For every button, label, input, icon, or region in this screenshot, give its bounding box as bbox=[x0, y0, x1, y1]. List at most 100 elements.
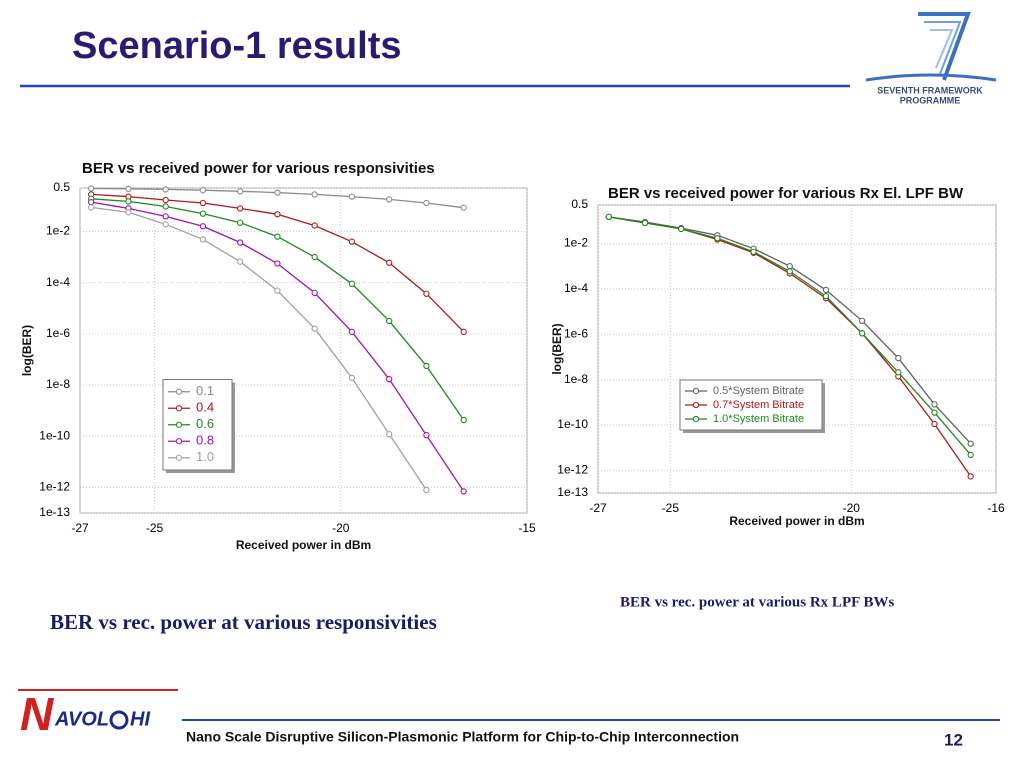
data-point bbox=[858, 317, 866, 324]
data-point bbox=[822, 292, 830, 300]
data-point bbox=[423, 199, 430, 207]
y-tick-label: 1e-4 bbox=[564, 281, 588, 295]
legend-marker bbox=[692, 415, 700, 423]
legend-label: 1.0*System Bitrate bbox=[713, 413, 804, 425]
data-point bbox=[311, 222, 318, 229]
legend-label: 0.8 bbox=[196, 433, 214, 448]
legend-marker bbox=[175, 405, 183, 412]
legend-marker bbox=[175, 454, 183, 461]
data-point bbox=[311, 289, 318, 297]
data-point bbox=[895, 369, 902, 376]
fp7-logo: SEVENTH FRAMEWORK PROGRAMME bbox=[865, 12, 997, 105]
logo-initial: N bbox=[20, 688, 54, 740]
y-tick-label: 0.5 bbox=[53, 180, 70, 194]
data-point bbox=[162, 186, 169, 193]
legend-marker bbox=[692, 387, 700, 395]
legend-marker bbox=[175, 388, 183, 395]
data-point bbox=[199, 223, 207, 230]
legend-label: 1.0 bbox=[196, 449, 214, 464]
data-point bbox=[423, 362, 430, 370]
data-point bbox=[88, 198, 95, 206]
logo-text: AVOL bbox=[54, 708, 109, 730]
x-tick-label: -20 bbox=[843, 501, 861, 515]
data-point bbox=[311, 325, 318, 332]
legend-label: 0.1 bbox=[196, 383, 214, 398]
data-point bbox=[750, 248, 757, 255]
data-point bbox=[386, 196, 393, 203]
data-point bbox=[274, 287, 281, 294]
data-point bbox=[237, 239, 244, 246]
caption: BER vs rec. power at various Rx LPF BWs bbox=[620, 594, 894, 610]
data-point bbox=[348, 374, 356, 382]
data-point bbox=[386, 259, 393, 266]
data-point bbox=[199, 210, 207, 217]
data-point bbox=[311, 191, 318, 198]
y-tick-label: 1e-12 bbox=[557, 462, 588, 476]
data-point bbox=[237, 258, 244, 265]
plot-area bbox=[597, 204, 997, 494]
data-point bbox=[460, 328, 467, 335]
data-point bbox=[237, 205, 244, 212]
legend-marker bbox=[175, 421, 183, 428]
data-point bbox=[967, 451, 974, 459]
y-tick-label: 1e-13 bbox=[39, 505, 70, 519]
chart: BER vs received power for various respon… bbox=[20, 160, 536, 552]
data-point bbox=[460, 204, 467, 211]
y-tick-label: 0.5 bbox=[571, 197, 588, 211]
y-tick-label: 1e-10 bbox=[39, 428, 70, 442]
data-point bbox=[348, 193, 356, 200]
caption: BER vs rec. power at various responsivit… bbox=[50, 610, 437, 634]
y-tick-label: 1e-6 bbox=[46, 326, 70, 340]
x-tick-label: -15 bbox=[518, 521, 536, 535]
y-tick-label: 1e-8 bbox=[46, 377, 70, 391]
x-tick-label: -25 bbox=[146, 521, 164, 535]
data-point bbox=[931, 420, 938, 428]
data-point bbox=[162, 221, 169, 228]
x-tick-label: -27 bbox=[589, 501, 607, 515]
legend-marker bbox=[692, 401, 700, 409]
fp7-text: SEVENTH FRAMEWORK bbox=[877, 85, 983, 95]
data-point bbox=[125, 209, 132, 216]
data-point bbox=[88, 204, 95, 211]
y-tick-label: 1e-2 bbox=[46, 224, 70, 238]
data-point bbox=[822, 286, 830, 294]
y-tick-label: 1e-10 bbox=[557, 417, 588, 431]
data-point bbox=[162, 203, 169, 210]
footer: Nano Scale Disruptive Silicon-Plasmonic … bbox=[186, 729, 739, 745]
data-point bbox=[125, 185, 132, 193]
data-point bbox=[641, 219, 649, 227]
data-point bbox=[460, 488, 467, 495]
data-point bbox=[931, 401, 938, 408]
page-number: 12 bbox=[944, 730, 963, 749]
data-point bbox=[386, 317, 393, 325]
y-axis-title: log(BER) bbox=[20, 325, 34, 376]
x-tick-label: -20 bbox=[332, 521, 350, 535]
x-axis-title: Received power in dBm bbox=[236, 538, 371, 552]
data-point bbox=[348, 328, 356, 335]
data-point bbox=[162, 196, 169, 204]
series-line bbox=[91, 206, 427, 491]
chart-title: BER vs received power for various Rx El.… bbox=[608, 185, 964, 202]
legend-label: 0.6 bbox=[196, 416, 214, 431]
legend: 0.1 0.40.6 0.81.0 bbox=[162, 379, 235, 473]
data-point bbox=[678, 225, 685, 233]
data-point bbox=[714, 235, 721, 242]
data-point bbox=[423, 432, 430, 439]
data-point bbox=[199, 236, 207, 243]
data-point bbox=[274, 211, 281, 218]
data-point bbox=[386, 431, 393, 438]
y-tick-label: 1e-2 bbox=[564, 236, 588, 250]
legend-marker bbox=[175, 438, 183, 445]
data-point bbox=[858, 330, 866, 337]
data-point bbox=[311, 253, 318, 261]
y-tick-label: 1e-8 bbox=[564, 372, 588, 386]
data-point bbox=[967, 440, 974, 447]
data-point bbox=[348, 238, 356, 245]
x-tick-label: -16 bbox=[987, 501, 1005, 515]
navolchi-logo: N AVOL HI bbox=[18, 688, 178, 740]
x-axis-title: Received power in dBm bbox=[729, 514, 864, 528]
legend-label: 0.4 bbox=[196, 400, 214, 415]
data-point bbox=[423, 290, 430, 297]
data-point bbox=[786, 263, 793, 270]
